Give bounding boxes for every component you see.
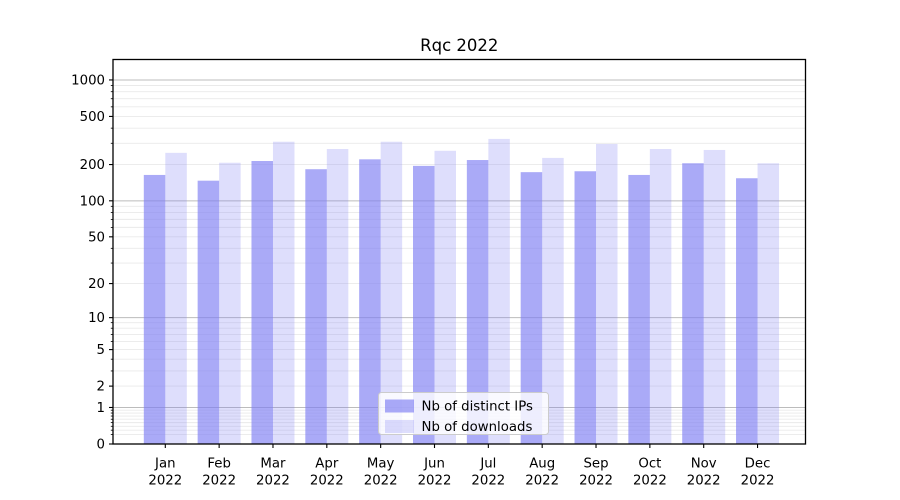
bar-nb-of-distinct-ips-jun [413,165,435,445]
x-tick-label-year: 2022 [687,474,721,489]
y-tick-label: 100 [80,194,105,209]
x-tick-label-year: 2022 [579,474,613,489]
bar-nb-of-distinct-ips-aug [520,172,543,444]
x-tick-label-month: Mar [260,457,286,472]
x-tick-label-year: 2022 [418,474,452,489]
x-tick-label-month: Feb [207,457,231,472]
x-tick-label-year: 2022 [148,474,182,489]
bar-nb-of-downloads-feb [219,162,241,444]
y-tick-label: 50 [88,230,105,245]
y-tick-label: 1000 [71,74,105,89]
bar-nb-of-downloads-jul [488,138,510,445]
bar-nb-of-downloads-jan [165,152,187,444]
bar-nb-of-downloads-jun [434,150,456,444]
x-tick-label-year: 2022 [310,474,344,489]
x-tick-label-month: Sep [583,457,608,472]
y-tick-label: 20 [88,277,105,292]
bar-nb-of-distinct-ips-nov [682,163,704,444]
bar-nb-of-distinct-ips-dec [736,178,758,444]
y-tick-label: 10 [88,311,105,326]
bar-nb-of-downloads-mar [272,141,295,444]
x-tick-label-month: Apr [315,457,339,472]
x-tick-label-month: Aug [529,457,555,472]
y-tick-label: 1 [97,401,105,416]
bar-nb-of-distinct-ips-feb [197,180,220,445]
x-tick-label-year: 2022 [471,474,505,489]
x-tick-label-year: 2022 [256,474,290,489]
legend-swatch-nb-of-downloads [385,420,414,433]
y-tick-label: 0 [97,438,105,453]
bar-nb-of-distinct-ips-apr [305,169,327,444]
x-tick-label-month: Dec [745,457,771,472]
x-tick-label-month: Jul [479,457,496,472]
bar-nb-of-distinct-ips-oct [628,174,650,444]
y-tick-label: 2 [97,380,105,395]
plot-border [112,58,807,445]
x-tick-label-year: 2022 [202,474,236,489]
legend-label-nb-of-downloads: Nb of downloads [422,420,533,435]
x-tick-label-year: 2022 [633,474,667,489]
bar-nb-of-distinct-ips-sep [574,171,597,444]
bar-nb-of-downloads-nov [703,149,726,444]
y-tick-label: 200 [80,158,105,173]
bar-nb-of-distinct-ips-jan [143,174,166,444]
y-tick-label: 5 [97,343,105,358]
legend-label-nb-of-distinct-ips: Nb of distinct IPs [422,400,534,415]
chart-title: Rqc 2022 [420,36,498,55]
x-tick-label-year: 2022 [364,474,398,489]
x-tick-label-month: May [367,457,395,472]
bar-nb-of-downloads-aug [542,157,564,445]
bar-nb-of-downloads-sep [596,143,618,444]
x-tick-label-month: Jan [154,457,176,472]
bar-nb-of-downloads-dec [757,163,780,444]
legend-box [378,392,549,435]
bar-nb-of-downloads-apr [326,149,349,445]
bar-nb-of-downloads-may [380,141,403,444]
x-axis: Jan 2022 Feb 2022 Mar 2022 Apr 2022 May 2022 Jun 20… [148,444,774,489]
y-axis: 0 1 2 5 10 20 50 100 200 500 1000 [71,74,113,453]
x-tick-label-month: Oct [638,457,661,472]
x-tick-label-month: Jun [423,457,445,472]
bar-nb-of-distinct-ips-jul [466,160,489,444]
bar-nb-of-downloads-oct [649,149,672,445]
bar-nb-of-distinct-ips-may [359,159,381,444]
y-tick-label: 500 [80,110,105,125]
x-tick-label-year: 2022 [741,474,775,489]
x-tick-label-month: Nov [691,457,717,472]
x-tick-label-year: 2022 [525,474,559,489]
bar-series [143,138,780,445]
bar-nb-of-distinct-ips-mar [251,161,273,444]
legend-swatch-nb-of-distinct-ips [385,399,414,413]
legend: Nb of distinct IPs Nb of downloads [378,392,549,435]
